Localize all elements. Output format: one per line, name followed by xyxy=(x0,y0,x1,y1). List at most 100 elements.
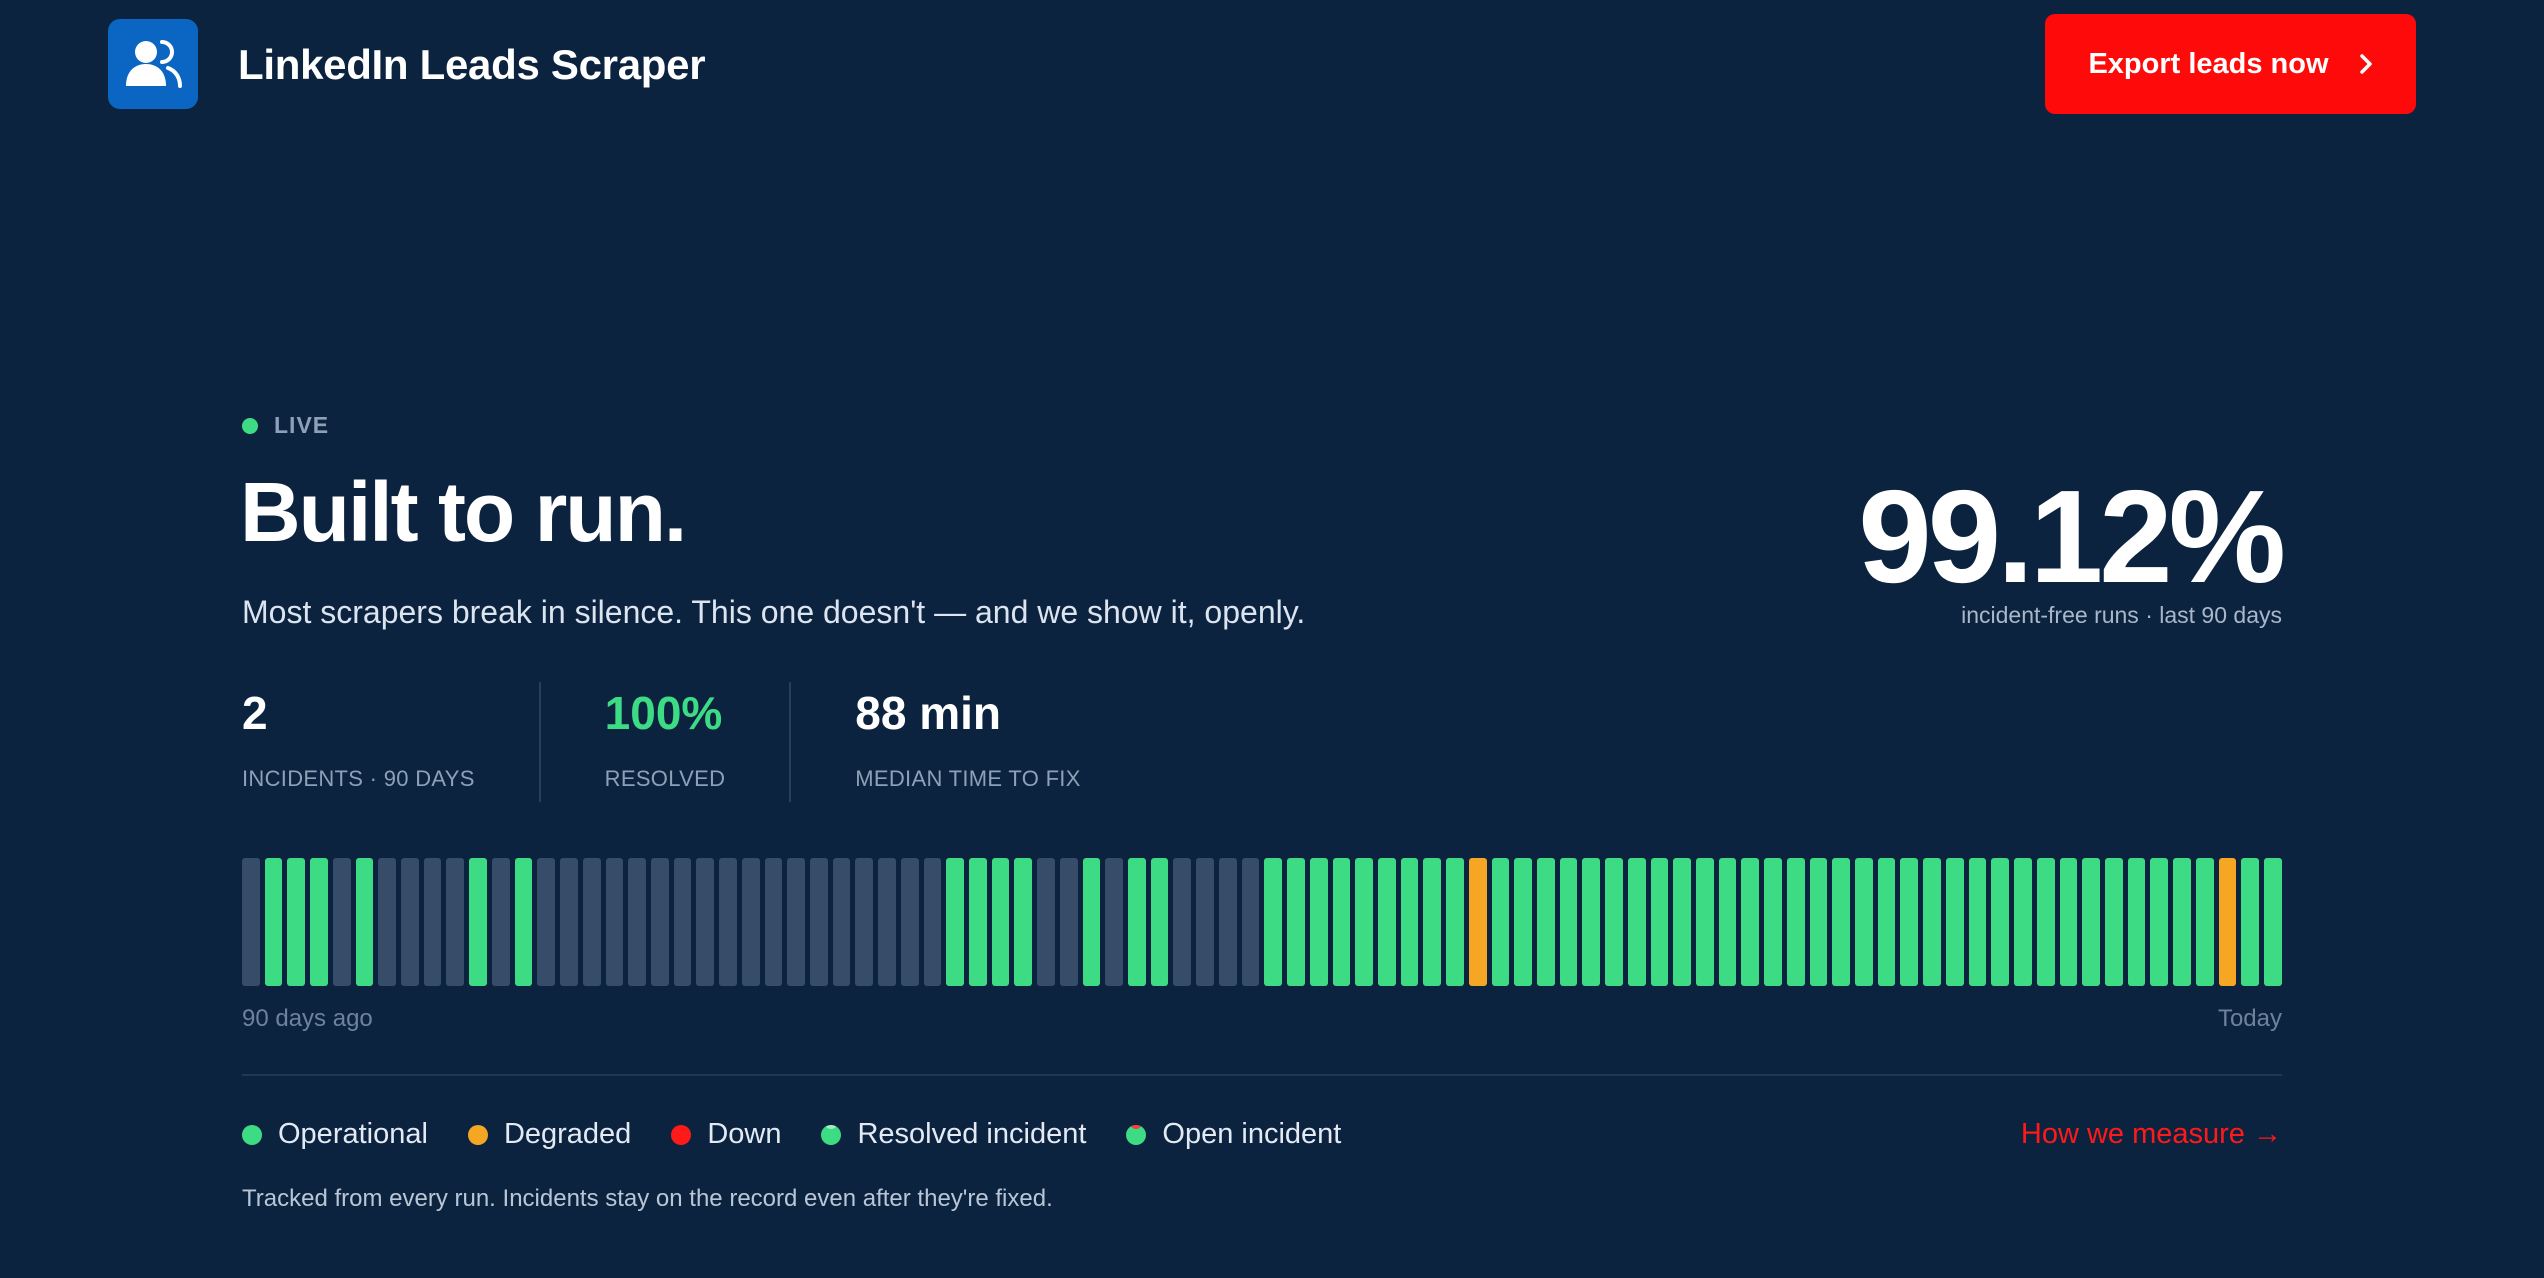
day-bar-operational[interactable] xyxy=(1855,858,1873,986)
day-bar-operational[interactable] xyxy=(1786,858,1805,986)
day-bar-operational[interactable] xyxy=(1491,858,1510,986)
day-bar-operational[interactable] xyxy=(2082,858,2100,986)
day-bar-operational[interactable] xyxy=(1536,858,1555,986)
day-bar-no_data[interactable] xyxy=(537,858,556,986)
day-bar-no_data[interactable] xyxy=(1196,858,1214,986)
day-bar-operational[interactable] xyxy=(1923,858,1941,986)
stat-value: 100% xyxy=(604,687,723,739)
day-bar-no_data[interactable] xyxy=(491,858,510,986)
day-bar-operational[interactable] xyxy=(1559,858,1578,986)
day-bar-operational[interactable] xyxy=(1355,858,1373,986)
day-bar-operational[interactable] xyxy=(1400,858,1419,986)
day-bar-no_data[interactable] xyxy=(764,858,783,986)
day-bar-operational[interactable] xyxy=(1423,858,1442,986)
day-bar-operational[interactable] xyxy=(287,858,306,986)
day-bar-operational[interactable] xyxy=(1673,858,1691,986)
day-bar-operational[interactable] xyxy=(1650,858,1669,986)
day-bar-no_data[interactable] xyxy=(878,858,896,986)
day-bar-operational[interactable] xyxy=(1264,858,1283,986)
day-bar-operational[interactable] xyxy=(991,858,1010,986)
day-bar-operational[interactable] xyxy=(2059,858,2078,986)
day-bar-no_data[interactable] xyxy=(855,858,874,986)
day-bar-no_data[interactable] xyxy=(1173,858,1192,986)
day-bar-no_data[interactable] xyxy=(900,858,919,986)
day-bar-operational[interactable] xyxy=(1718,858,1737,986)
day-bar-operational[interactable] xyxy=(1082,858,1101,986)
day-bar-operational[interactable] xyxy=(1332,858,1351,986)
day-bar-no_data[interactable] xyxy=(560,858,578,986)
day-bar-no_data[interactable] xyxy=(673,858,692,986)
day-bar-no_data[interactable] xyxy=(809,858,828,986)
day-bar-no_data[interactable] xyxy=(582,858,601,986)
day-bar-operational[interactable] xyxy=(1377,858,1396,986)
day-bar-no_data[interactable] xyxy=(923,858,942,986)
day-bar-operational[interactable] xyxy=(2241,858,2259,986)
day-bar-operational[interactable] xyxy=(1991,858,2010,986)
day-bar-operational[interactable] xyxy=(1514,858,1532,986)
day-bar-operational[interactable] xyxy=(264,858,283,986)
page-subtitle: Most scrapers break in silence. This one… xyxy=(242,594,1306,630)
day-bar-operational[interactable] xyxy=(469,858,487,986)
day-bar-operational[interactable] xyxy=(1150,858,1169,986)
day-bar-no_data[interactable] xyxy=(332,858,351,986)
day-bar-operational[interactable] xyxy=(2173,858,2191,986)
day-bar-no_data[interactable] xyxy=(423,858,442,986)
day-bar-operational[interactable] xyxy=(2150,858,2169,986)
export-leads-button[interactable]: Export leads now xyxy=(2045,14,2416,114)
day-bar-no_data[interactable] xyxy=(1241,858,1260,986)
down-dot-icon xyxy=(671,1124,692,1145)
day-bar-no_data[interactable] xyxy=(787,858,805,986)
day-bar-no_data[interactable] xyxy=(741,858,760,986)
day-bar-operational[interactable] xyxy=(2036,858,2055,986)
day-bar-operational[interactable] xyxy=(969,858,987,986)
day-bar-operational[interactable] xyxy=(1809,858,1828,986)
day-bar-operational[interactable] xyxy=(1627,858,1646,986)
divider xyxy=(242,1074,2282,1076)
day-bar-no_data[interactable] xyxy=(242,858,260,986)
day-bar-no_data[interactable] xyxy=(1059,858,1078,986)
day-bar-no_data[interactable] xyxy=(446,858,465,986)
stat-value: 88 min xyxy=(855,687,1001,739)
day-bar-operational[interactable] xyxy=(1446,858,1464,986)
day-bar-no_data[interactable] xyxy=(696,858,715,986)
day-bar-no_data[interactable] xyxy=(628,858,646,986)
day-bar-operational[interactable] xyxy=(946,858,964,986)
day-bar-operational[interactable] xyxy=(1832,858,1851,986)
app-logo[interactable] xyxy=(108,19,198,109)
day-bar-operational[interactable] xyxy=(1945,858,1964,986)
day-bar-no_data[interactable] xyxy=(401,858,419,986)
day-bar-operational[interactable] xyxy=(2263,858,2282,986)
how-we-measure-link[interactable]: How we measure → xyxy=(2020,1118,2282,1150)
day-bar-operational[interactable] xyxy=(1877,858,1896,986)
day-bar-no_data[interactable] xyxy=(605,858,624,986)
day-bar-operational[interactable] xyxy=(310,858,328,986)
day-bar-operational[interactable] xyxy=(2195,858,2214,986)
day-bar-operational[interactable] xyxy=(2014,858,2032,986)
day-bar-degraded[interactable] xyxy=(1468,858,1487,986)
day-bar-operational[interactable] xyxy=(1605,858,1623,986)
day-bar-no_data[interactable] xyxy=(1218,858,1237,986)
day-bar-operational[interactable] xyxy=(1309,858,1328,986)
day-bar-degraded[interactable] xyxy=(2218,858,2237,986)
day-bar-no_data[interactable] xyxy=(1037,858,1055,986)
day-bar-no_data[interactable] xyxy=(650,858,669,986)
day-bar-no_data[interactable] xyxy=(1105,858,1124,986)
day-bar-operational[interactable] xyxy=(1582,858,1601,986)
day-bar-operational[interactable] xyxy=(1128,858,1146,986)
day-bar-no_data[interactable] xyxy=(378,858,397,986)
stats-row: 2 INCIDENTS · 90 DAYS 100% RESOLVED 88 m… xyxy=(242,682,1145,802)
day-bar-operational[interactable] xyxy=(2127,858,2146,986)
day-bar-operational[interactable] xyxy=(1014,858,1033,986)
day-bar-operational[interactable] xyxy=(1968,858,1987,986)
day-bar-operational[interactable] xyxy=(355,858,374,986)
day-bar-operational[interactable] xyxy=(1287,858,1305,986)
day-bar-operational[interactable] xyxy=(1741,858,1760,986)
day-bar-no_data[interactable] xyxy=(719,858,737,986)
day-bar-operational[interactable] xyxy=(514,858,533,986)
day-bar-operational[interactable] xyxy=(1696,858,1714,986)
day-bar-operational[interactable] xyxy=(1900,858,1919,986)
day-bar-operational[interactable] xyxy=(1764,858,1782,986)
day-bar-no_data[interactable] xyxy=(832,858,851,986)
day-bar-operational[interactable] xyxy=(2104,858,2123,986)
